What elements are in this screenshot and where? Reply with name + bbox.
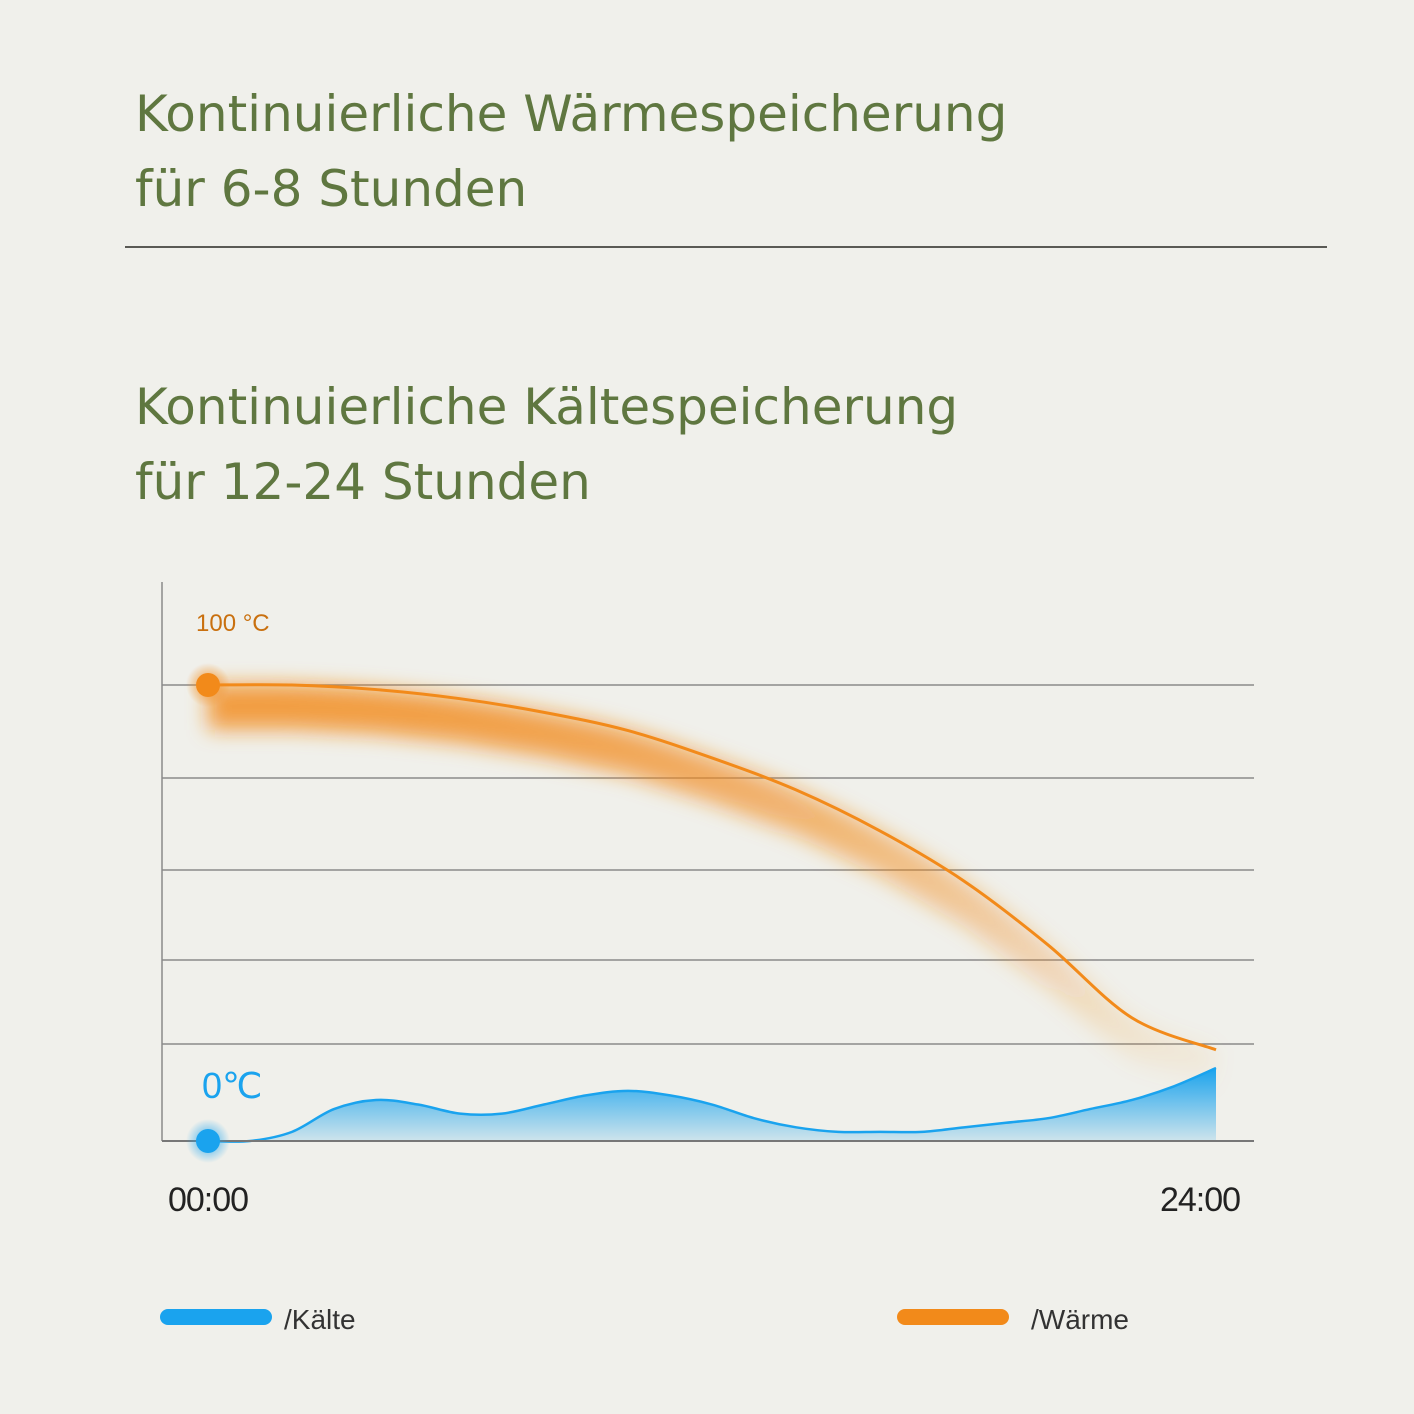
divider	[125, 246, 1327, 248]
cold-start-label: 0℃	[202, 1065, 262, 1106]
legend-cold-swatch	[160, 1309, 272, 1325]
cold-storage-line2: für 12-24 Stunden	[135, 453, 591, 511]
x-tick-start: 00:00	[168, 1181, 248, 1219]
warm-series-line	[207, 683, 1217, 1052]
heat-storage-line2: für 6-8 Stunden	[135, 160, 528, 218]
legend-cold-label: /Kälte	[284, 1304, 356, 1335]
warm-start-label: 100 °C	[196, 610, 270, 637]
cold-series-line	[207, 1066, 1217, 1143]
cold-start-point	[196, 1129, 220, 1153]
cold-storage-line1: Kontinuierliche Kältespeicherung	[135, 378, 959, 436]
cold-storage-heading: Kontinuierliche Kältespeicherung für 12-…	[135, 370, 958, 520]
legend-warm-swatch	[897, 1309, 1009, 1325]
heat-storage-line1: Kontinuierliche Wärmespeicherung	[135, 85, 1008, 143]
temperature-chart: 100 °C 0℃ 00:00 24:00	[161, 582, 1254, 1219]
warm-series-glow	[208, 684, 1216, 1095]
heat-storage-heading: Kontinuierliche Wärmespeicherung für 6-8…	[135, 77, 1007, 227]
warm-start-point	[196, 673, 220, 697]
x-tick-end: 24:00	[1160, 1181, 1240, 1219]
legend-warm-label: /Wärme	[1031, 1304, 1129, 1335]
